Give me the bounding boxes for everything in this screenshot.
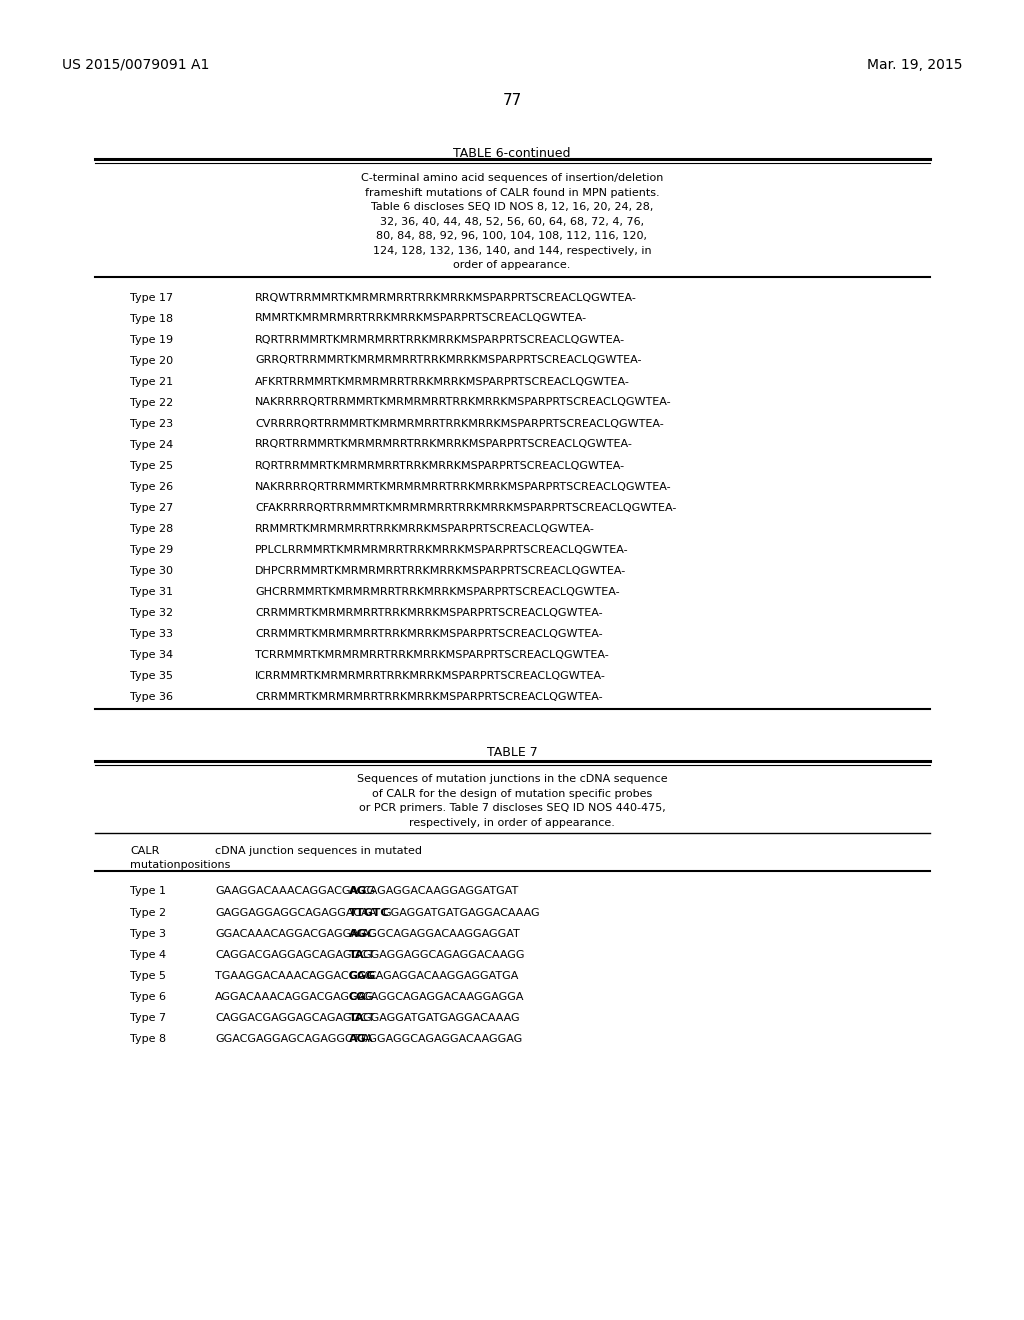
Text: of CALR for the design of mutation specific probes: of CALR for the design of mutation speci… — [372, 789, 652, 799]
Text: TCRRMMRTKMRMRMRRTRRKMRRKMSPARPRTSCREACLQGWTEA-: TCRRMMRTKMRMRMRRTRRKMRRKMSPARPRTSCREACLQ… — [255, 649, 608, 660]
Text: ICRRMMRTKMRMRMRRTRRKMRRKMSPARPRTSCREACLQGWTEA-: ICRRMMRTKMRMRMRRTRRKMRRKMSPARPRTSCREACLQ… — [255, 671, 606, 681]
Text: TTGTC: TTGTC — [348, 908, 389, 917]
Text: RRMMRTKMRMRMRRTRRKMRRKMSPARPRTSCREACLQGWTEA-: RRMMRTKMRMRMRRTRRKMRRKMSPARPRTSCREACLQGW… — [255, 524, 595, 533]
Text: GAGGAGGAGGCAGAGGACAA: GAGGAGGAGGCAGAGGACAA — [215, 908, 377, 917]
Text: Type 24: Type 24 — [130, 440, 173, 450]
Text: CAGGACGAGGAGCAGAGGCT: CAGGACGAGGAGCAGAGGCT — [215, 949, 375, 960]
Text: CRRMMRTKMRMRMRRTRRKMRRKMSPARPRTSCREACLQGWTEA-: CRRMMRTKMRMRMRRTRRKMRRKMSPARPRTSCREACLQG… — [255, 628, 603, 639]
Text: 124, 128, 132, 136, 140, and 144, respectively, in: 124, 128, 132, 136, 140, and 144, respec… — [373, 246, 651, 256]
Text: frameshift mutations of CALR found in MPN patients.: frameshift mutations of CALR found in MP… — [365, 187, 659, 198]
Text: Type 17: Type 17 — [130, 293, 173, 302]
Text: RRQWTRRMMRTKMRMRMRRTRRKMRRKMSPARPRTSCREACLQGWTEA-: RRQWTRRMMRTKMRMRMRRTRRKMRRKMSPARPRTSCREA… — [255, 293, 637, 302]
Text: Type 22: Type 22 — [130, 397, 173, 408]
Text: RQRTRRMMRTKMRMRMRRTRRKMRRKMSPARPRTSCREACLQGWTEA-: RQRTRRMMRTKMRMRMRRTRRKMRRKMSPARPRTSCREAC… — [255, 334, 625, 345]
Text: GRRQRTRRMMRTKMRMRMRRTRRKMRRKMSPARPRTSCREACLQGWTEA-: GRRQRTRRMMRTKMRMRMRRTRRKMRRKMSPARPRTSCRE… — [255, 355, 641, 366]
Text: cDNA junction sequences in mutated: cDNA junction sequences in mutated — [215, 846, 422, 857]
Text: Type 6: Type 6 — [130, 991, 166, 1002]
Text: Type 1: Type 1 — [130, 887, 166, 896]
Text: GHCRRMMRTKMRMRMRRTRRKMRRKMSPARPRTSCREACLQGWTEA-: GHCRRMMRTKMRMRMRRTRRKMRRKMSPARPRTSCREACL… — [255, 586, 620, 597]
Text: Type 34: Type 34 — [130, 649, 173, 660]
Text: C-terminal amino acid sequences of insertion/deletion: C-terminal amino acid sequences of inser… — [360, 173, 664, 183]
Text: AGGACAAACAGGACGAGGAG: AGGACAAACAGGACGAGGAG — [215, 991, 375, 1002]
Text: 80, 84, 88, 92, 96, 100, 104, 108, 112, 116, 120,: 80, 84, 88, 92, 96, 100, 104, 108, 112, … — [377, 231, 647, 242]
Text: PPLCLRRMMRTKMRMRMRRTRRKMRRKMSPARPRTSCREACLQGWTEA-: PPLCLRRMMRTKMRMRMRRTRRKMRRKMSPARPRTSCREA… — [255, 545, 629, 554]
Text: Type 25: Type 25 — [130, 461, 173, 470]
Text: GAAGGACAAACAGGACGAGG: GAAGGACAAACAGGACGAGG — [215, 887, 375, 896]
Text: TA: TA — [348, 1012, 365, 1023]
Text: Type 36: Type 36 — [130, 692, 173, 701]
Text: Type 27: Type 27 — [130, 503, 173, 512]
Text: order of appearance.: order of appearance. — [454, 260, 570, 271]
Text: GGACAAACAGGACGAGGAGC: GGACAAACAGGACGAGGAGC — [215, 928, 375, 939]
Text: Type 18: Type 18 — [130, 314, 173, 323]
Text: 77: 77 — [503, 92, 521, 108]
Text: GGAGGATGATGAGGACAAAG: GGAGGATGATGAGGACAAAG — [382, 908, 540, 917]
Text: Type 19: Type 19 — [130, 334, 173, 345]
Text: TABLE 7: TABLE 7 — [486, 747, 538, 759]
Text: AGGAGGCAGAGGACAAGGAG: AGGAGGCAGAGGACAAGGAG — [361, 1034, 523, 1044]
Text: mutationpositions: mutationpositions — [130, 859, 230, 870]
Text: Type 31: Type 31 — [130, 586, 173, 597]
Text: Type 4: Type 4 — [130, 949, 166, 960]
Text: Type 32: Type 32 — [130, 607, 173, 618]
Text: DHPCRRMMRTKMRMRMRRTRRKMRRKMSPARPRTSCREACLQGWTEA-: DHPCRRMMRTKMRMRMRRTRRKMRRKMSPARPRTSCREAC… — [255, 565, 627, 576]
Text: CRRMMRTKMRMRMRRTRRKMRRKMSPARPRTSCREACLQGWTEA-: CRRMMRTKMRMRMRRTRRKMRRKMSPARPRTSCREACLQG… — [255, 692, 603, 701]
Text: RRQRTRRMMRTKMRMRMRRTRRKMRRKMSPARPRTSCREACLQGWTEA-: RRQRTRRMMRTKMRMRMRRTRRKMRRKMSPARPRTSCREA… — [255, 440, 633, 450]
Text: Type 33: Type 33 — [130, 628, 173, 639]
Text: CRRMMRTKMRMRMRRTRRKMRRKMSPARPRTSCREACLQGWTEA-: CRRMMRTKMRMRMRRTRRKMRRKMSPARPRTSCREACLQG… — [255, 607, 603, 618]
Text: TABLE 6-continued: TABLE 6-continued — [454, 147, 570, 160]
Text: AFKRTRRMMRTKMRMRMRRTRRKMRRKMSPARPRTSCREACLQGWTEA-: AFKRTRRMMRTKMRMRMRRTRRKMRRKMSPARPRTSCREA… — [255, 376, 630, 387]
Text: or PCR primers. Table 7 discloses SEQ ID NOS 440-475,: or PCR primers. Table 7 discloses SEQ ID… — [358, 804, 666, 813]
Text: AG: AG — [348, 928, 367, 939]
Text: GGG: GGG — [348, 970, 376, 981]
Text: CALR: CALR — [130, 846, 160, 857]
Text: Sequences of mutation junctions in the cDNA sequence: Sequences of mutation junctions in the c… — [356, 775, 668, 784]
Text: CVRRRRQRTRRMMRTKMRMRMRRTRRKMRRKMSPARPRTSCREACLQGWTEA-: CVRRRRQRTRRMMRTKMRMRMRRTRRKMRRKMSPARPRTS… — [255, 418, 664, 429]
Text: GGAGGATGATGAGGACAAAG: GGAGGATGATGAGGACAAAG — [361, 1012, 519, 1023]
Text: CG: CG — [348, 991, 366, 1002]
Text: RQRTRRMMRTKMRMRMRRTRRKMRRKMSPARPRTSCREACLQGWTEA-: RQRTRRMMRTKMRMRMRRTRRKMRRKMSPARPRTSCREAC… — [255, 461, 625, 470]
Text: respectively, in order of appearance.: respectively, in order of appearance. — [409, 818, 615, 828]
Text: Type 26: Type 26 — [130, 482, 173, 491]
Text: Type 35: Type 35 — [130, 671, 173, 681]
Text: Type 30: Type 30 — [130, 565, 173, 576]
Text: Type 29: Type 29 — [130, 545, 173, 554]
Text: TGAAGGACAAACAGGACGAG: TGAAGGACAAACAGGACGAG — [215, 970, 374, 981]
Text: Type 7: Type 7 — [130, 1012, 166, 1023]
Text: Type 5: Type 5 — [130, 970, 166, 981]
Text: CAGGACGAGGAGCAGAGGCT: CAGGACGAGGAGCAGAGGCT — [215, 1012, 375, 1023]
Text: Type 21: Type 21 — [130, 376, 173, 387]
Text: AG: AG — [348, 1034, 367, 1044]
Text: GAGGCAGAGGACAAGGAGGA: GAGGCAGAGGACAAGGAGGA — [361, 991, 523, 1002]
Text: Type 28: Type 28 — [130, 524, 173, 533]
Text: NAKRRRRQRTRRMMRTKMRMRMRRTRRKMRRKMSPARPRTSCREACLQGWTEA-: NAKRRRRQRTRRMMRTKMRMRMRRTRRKMRRKMSPARPRT… — [255, 482, 672, 491]
Text: Table 6 discloses SEQ ID NOS 8, 12, 16, 20, 24, 28,: Table 6 discloses SEQ ID NOS 8, 12, 16, … — [371, 202, 653, 213]
Text: US 2015/0079091 A1: US 2015/0079091 A1 — [62, 58, 209, 73]
Text: TA: TA — [348, 949, 365, 960]
Text: CFAKRRRRQRTRRMMRTKMRMRMRRTRRKMRRKMSPARPRTSCREACLQGWTEA-: CFAKRRRRQRTRRMMRTKMRMRMRRTRRKMRRKMSPARPR… — [255, 503, 677, 512]
Text: Type 23: Type 23 — [130, 418, 173, 429]
Text: AGGCAGAGGACAAGGAGGAT: AGGCAGAGGACAAGGAGGAT — [361, 928, 520, 939]
Text: Type 2: Type 2 — [130, 908, 166, 917]
Text: Type 8: Type 8 — [130, 1034, 166, 1044]
Text: Type 20: Type 20 — [130, 355, 173, 366]
Text: CAGAGGACAAGGAGGATGA: CAGAGGACAAGGAGGATGA — [369, 970, 519, 981]
Text: GGACGAGGAGCAGAGGCTTA: GGACGAGGAGCAGAGGCTTA — [215, 1034, 373, 1044]
Text: Mar. 19, 2015: Mar. 19, 2015 — [866, 58, 962, 73]
Text: Type 3: Type 3 — [130, 928, 166, 939]
Text: 32, 36, 40, 44, 48, 52, 56, 60, 64, 68, 72, 4, 76,: 32, 36, 40, 44, 48, 52, 56, 60, 64, 68, … — [380, 216, 644, 227]
Text: RMMRTKMRMRMRRTRRKMRRKMSPARPRTSCREACLQGWTEA-: RMMRTKMRMRMRRTRRKMRRKMSPARPRTSCREACLQGWT… — [255, 314, 587, 323]
Text: GGAGGAGGCAGAGGACAAGG: GGAGGAGGCAGAGGACAAGG — [361, 949, 524, 960]
Text: NAKRRRRQRTRRMMRTKMRMRMRRTRRKMRRKMSPARPRTSCREACLQGWTEA-: NAKRRRRQRTRRMMRTKMRMRMRRTRRKMRRKMSPARPRT… — [255, 397, 672, 408]
Text: CAGAGGACAAGGAGGATGAT: CAGAGGACAAGGAGGATGAT — [361, 887, 518, 896]
Text: AG: AG — [348, 887, 367, 896]
